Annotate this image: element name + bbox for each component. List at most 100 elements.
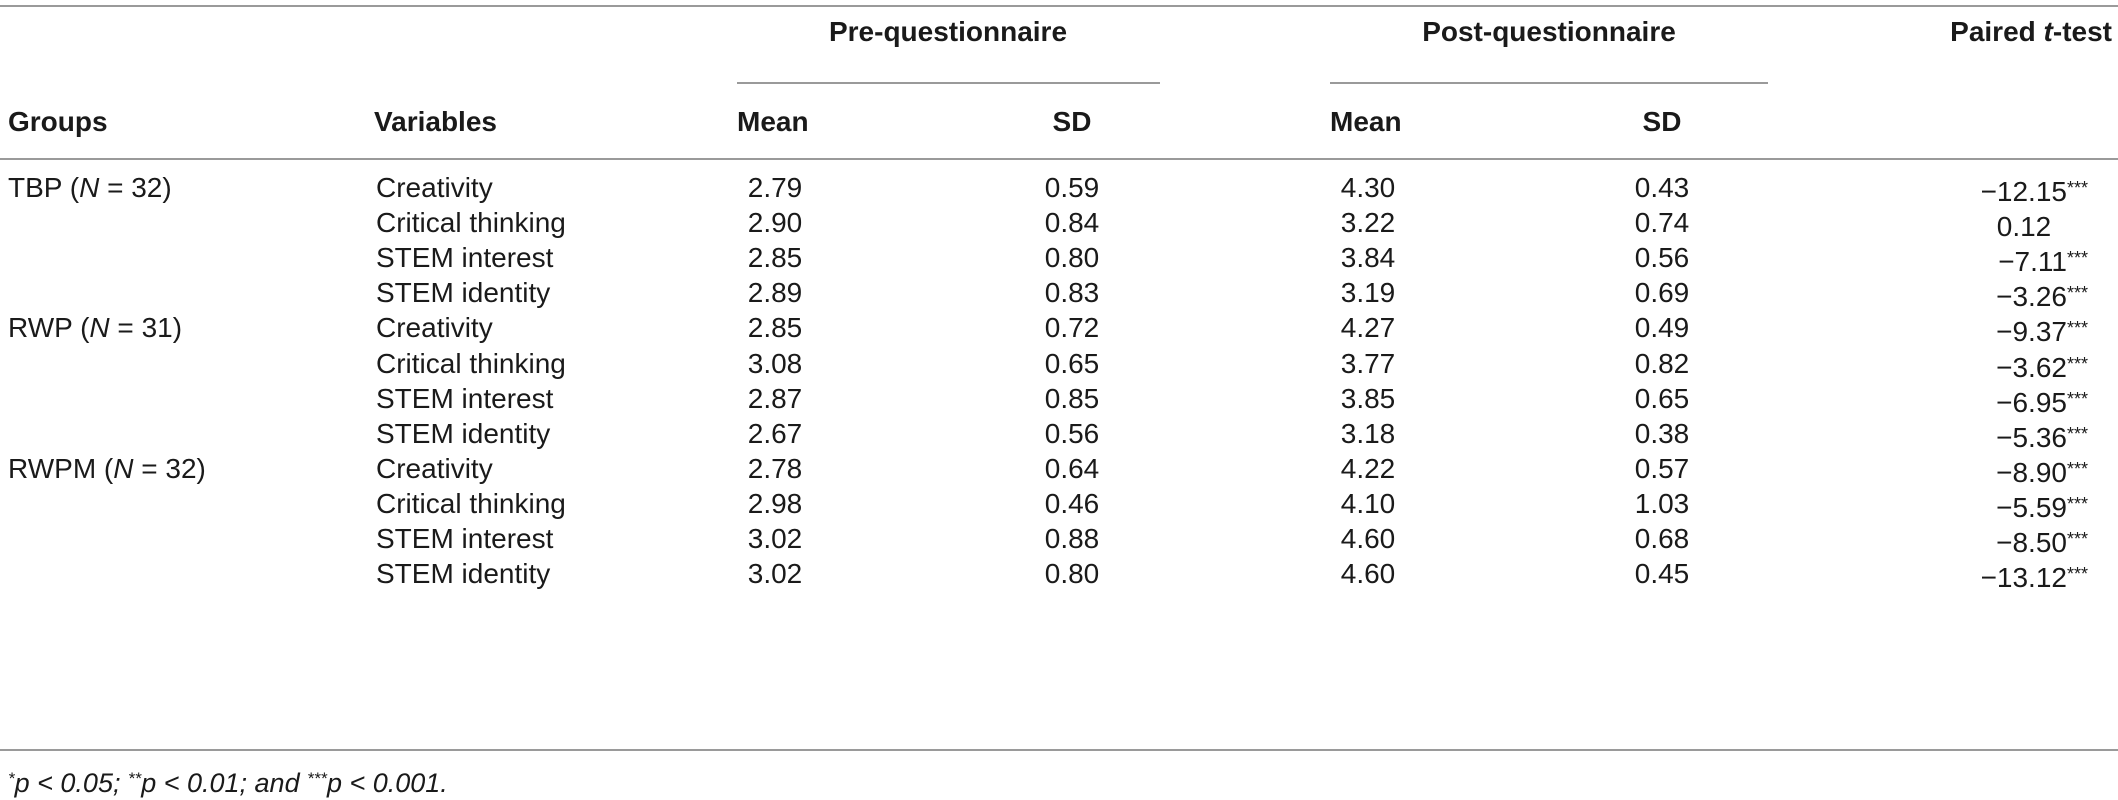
pre-sd-cell: 0.56 (1044, 417, 1100, 449)
post-sd-cell: 0.49 (1634, 312, 1690, 344)
t-value: −8.90 (1996, 456, 2067, 488)
table-row: STEM identity 2.67 0.56 3.18 0.38 −5.36*** (0, 417, 2118, 464)
significance-marker: *** (2066, 529, 2088, 549)
header-post-mean: Mean (1330, 106, 1402, 137)
pre-sd-cell: 0.83 (1044, 277, 1100, 309)
significance-marker: *** (2066, 283, 2088, 304)
table-row: STEM interest 2.87 0.85 3.85 0.65 −6.95*** (0, 382, 2118, 429)
pre-sd-cell: 0.80 (1044, 242, 1100, 274)
pre-mean-cell: 2.90 (747, 207, 803, 239)
post-mean-cell: 3.85 (1340, 382, 1396, 414)
post-sd-cell: 0.45 (1634, 558, 1690, 590)
pre-mean-cell: 2.79 (747, 172, 803, 203)
header-paired-t: t (2043, 16, 2053, 47)
group-n-value: = 32) (99, 172, 172, 203)
table-row: RWPM (N = 32) Creativity 2.78 0.64 4.22 0.57 −… (0, 452, 2118, 499)
variable-cell: STEM identity (376, 417, 551, 449)
table-footnote: *p < 0.05; **p < 0.01; and ***p < 0.001. (8, 762, 448, 800)
post-sd-cell: 0.43 (1634, 172, 1690, 203)
group-cell: TBP (N = 32) (8, 171, 172, 205)
t-value-cell: −3.26*** (1996, 276, 2088, 314)
pre-mean-cell: 2.87 (747, 382, 803, 414)
t-value: −5.36 (1996, 421, 2067, 453)
post-sd-cell: 0.65 (1634, 382, 1690, 414)
variable-cell: Creativity (376, 452, 493, 484)
pre-mean-cell: 3.02 (747, 558, 803, 590)
t-value: 0.12 (1996, 211, 2052, 243)
header-variables: Variables (374, 106, 497, 137)
post-mean-cell: 4.10 (1340, 487, 1396, 519)
post-sd-cell: 0.68 (1634, 523, 1690, 554)
significance-marker: *** (2066, 353, 2088, 374)
post-sd-cell: 0.56 (1634, 242, 1690, 274)
table-row: Critical thinking 3.08 0.65 3.77 0.82 −3.62**… (0, 347, 2118, 394)
significance-marker: *** (2066, 564, 2088, 585)
group-cell: RWP (N = 31) (8, 311, 182, 345)
significance-marker: *** (2066, 423, 2088, 444)
post-sd-cell: 0.74 (1634, 207, 1690, 239)
pre-sd-cell: 0.80 (1044, 558, 1100, 590)
table-row: TBP (N = 32) Creativity 2.79 0.59 4.30 0.43 −1… (0, 171, 2118, 218)
pre-sd-cell: 0.85 (1044, 382, 1100, 414)
pre-sd-cell: 0.59 (1044, 172, 1100, 203)
table-row: Critical thinking 2.90 0.84 3.22 0.74 0.12 (0, 206, 2118, 253)
post-mean-cell: 4.60 (1340, 558, 1396, 590)
t-value-cell: −6.95*** (1996, 382, 2088, 420)
table-header-rule (0, 158, 2118, 160)
t-value: −13.12 (1980, 562, 2067, 594)
pre-mean-cell: 2.78 (747, 452, 803, 484)
significance-marker: *** (2066, 318, 2088, 339)
table-row: STEM identity 3.02 0.80 4.60 0.45 −13.12*** (0, 557, 2118, 604)
t-value-cell: 0.12 (1997, 206, 2052, 244)
post-mean-cell: 3.22 (1340, 207, 1396, 239)
table-row: STEM identity 2.89 0.83 3.19 0.69 −3.26*** (0, 276, 2118, 323)
t-value: −3.26 (1996, 281, 2067, 313)
significance-marker: *** (2066, 178, 2088, 198)
group-n-symbol: N (89, 312, 110, 344)
pre-sd-cell: 0.88 (1044, 523, 1100, 554)
significance-marker: *** (2066, 248, 2088, 269)
header-pre-mean: Mean (737, 106, 809, 137)
variable-cell: Creativity (376, 312, 493, 344)
pre-mean-cell: 3.08 (747, 347, 803, 379)
group-n-symbol: N (113, 452, 134, 484)
post-mean-cell: 3.19 (1340, 277, 1396, 309)
group-label: RWP ( (8, 312, 90, 344)
t-value-cell: −8.90*** (1996, 452, 2088, 490)
footnote-sig3: *** (307, 769, 327, 788)
variable-cell: STEM interest (376, 523, 554, 554)
group-n-value: = 31) (109, 312, 183, 344)
post-sd-cell: 0.82 (1634, 347, 1690, 379)
group-label: RWPM ( (8, 452, 114, 484)
footnote-sig1: * (8, 769, 15, 788)
t-value-cell: −9.37*** (1996, 311, 2088, 349)
t-value: −12.15 (1980, 176, 2067, 207)
variable-cell: Critical thinking (376, 347, 566, 379)
significance-marker: *** (2066, 458, 2088, 479)
t-value-cell: −7.11*** (1998, 241, 2088, 279)
footnote-text2: p < 0.01; and (141, 768, 308, 798)
pre-mean-cell: 2.85 (747, 312, 803, 344)
variable-cell: STEM identity (376, 277, 551, 309)
pre-mean-cell: 2.85 (747, 242, 803, 274)
header-post-sd: SD (1642, 106, 1682, 137)
t-value-cell: −5.36*** (1996, 417, 2088, 455)
post-sd-cell: 0.69 (1634, 277, 1690, 309)
table-row: STEM interest 2.85 0.80 3.84 0.56 −7.11*** (0, 241, 2118, 288)
group-n-value: = 32) (133, 452, 206, 484)
post-mean-cell: 3.77 (1340, 347, 1396, 379)
header-post-questionnaire: Post-questionnaire (1422, 16, 1676, 47)
header-paired-t-test: Paired t-test (1950, 15, 2112, 49)
group-n-symbol: N (79, 172, 100, 203)
group-label: TBP ( (8, 172, 80, 203)
pre-sd-cell: 0.64 (1044, 452, 1100, 484)
footnote-text1: p < 0.05; (14, 768, 128, 798)
table-top-rule (0, 5, 2118, 7)
t-value: −3.62 (1996, 351, 2067, 383)
pre-mean-cell: 3.02 (747, 523, 803, 554)
footnote-sig2: ** (127, 769, 142, 788)
variable-cell: Critical thinking (376, 207, 566, 239)
header-groups: Groups (8, 106, 108, 137)
post-mean-cell: 4.22 (1340, 452, 1396, 484)
post-mean-cell: 4.30 (1340, 172, 1396, 203)
